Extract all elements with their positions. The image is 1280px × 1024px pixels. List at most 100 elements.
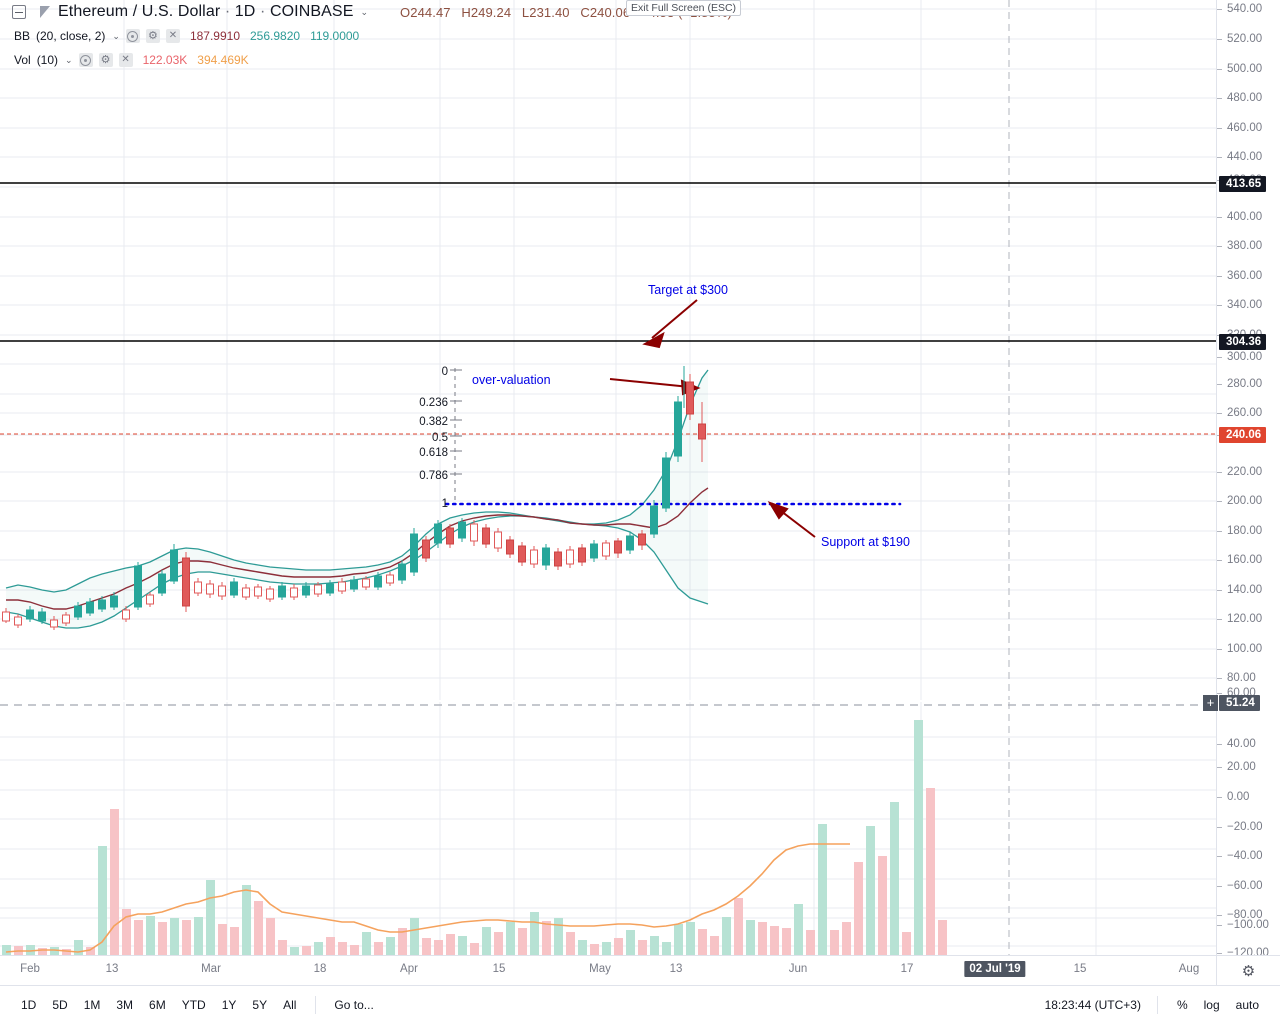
grid-lines: [0, 0, 1216, 700]
toolbar-divider-2: [1156, 996, 1158, 1014]
axis-tick: 140.00: [1217, 583, 1280, 597]
annotation-over-valuation: over-valuation: [472, 373, 551, 387]
bb-basis-value: 187.9910: [189, 29, 240, 43]
range-ytd[interactable]: YTD: [181, 998, 206, 1012]
indicator-args-vol[interactable]: (10): [36, 53, 59, 67]
scale-percent-button[interactable]: %: [1176, 998, 1188, 1012]
bollinger-basis-line: [6, 487, 709, 610]
axis-tick: 260.00: [1217, 406, 1280, 420]
time-tick: Mar: [201, 963, 221, 975]
ohlc-close: C240.06: [580, 4, 631, 20]
exit-fullscreen-tooltip: Exit Full Screen (ESC): [626, 0, 742, 16]
axis-tick: 0.00: [1217, 790, 1280, 804]
time-axis[interactable]: Feb 13 Mar 18 Apr 15 May 13 Jun 17 02 Ju…: [0, 955, 1280, 985]
fib-label-0236: 0.236: [419, 397, 448, 409]
chevron-down-icon-bb[interactable]: ⌄: [112, 30, 120, 41]
axis-tick: 200.00: [1217, 494, 1280, 508]
time-tick: 13: [105, 963, 119, 975]
price-chart-svg: [0, 0, 1216, 700]
ohlc-open: O244.47: [400, 4, 451, 20]
volume-bars: [2, 720, 947, 955]
add-indicator-button[interactable]: +: [1203, 695, 1218, 711]
gear-icon-bb[interactable]: ⚙: [145, 29, 160, 43]
status-badge-304: 304.36: [1219, 334, 1267, 350]
range-all[interactable]: All: [283, 998, 297, 1012]
axis-tick: −20.00: [1217, 820, 1280, 834]
range-5d[interactable]: 5D: [52, 998, 68, 1012]
bb-lower-value: 119.0000: [310, 29, 360, 43]
symbol-title[interactable]: Ethereum / U.S. Dollar · 1D · COINBASE: [58, 3, 353, 21]
indicator-args-bb[interactable]: (20, close, 2): [36, 29, 106, 43]
annotation-support-190: Support at $190: [821, 535, 910, 549]
axis-tick: 340.00: [1217, 298, 1280, 312]
symbol-exchange: COINBASE: [269, 3, 354, 20]
volume-pane[interactable]: [0, 702, 1216, 955]
status-badge-last-price: 240.06: [1219, 427, 1267, 443]
ohlc-high: H249.24: [461, 4, 512, 20]
scale-auto-button[interactable]: auto: [1235, 998, 1259, 1012]
indicator-name-vol[interactable]: Vol: [14, 53, 31, 67]
time-tick-highlighted: 02 Jul '19: [964, 961, 1026, 977]
indicator-name-bb[interactable]: BB: [14, 29, 31, 43]
price-pane[interactable]: [0, 0, 1216, 700]
axis-tick: 220.00: [1217, 465, 1280, 479]
time-tick: 15: [1073, 963, 1087, 975]
time-tick: May: [589, 963, 611, 975]
symbol-interval: 1D: [234, 3, 256, 20]
axis-tick: 480.00: [1217, 91, 1280, 105]
symbol-sep-2: ·: [260, 3, 266, 20]
time-tick: Apr: [400, 963, 418, 975]
range-1y[interactable]: 1Y: [221, 998, 237, 1012]
axis-tick: 280.00: [1217, 377, 1280, 391]
bb-upper-value: 256.9820: [250, 29, 301, 43]
eye-icon-bb[interactable]: [125, 29, 140, 43]
candlestick-series: [2, 366, 706, 630]
ohlc-low: L231.40: [521, 4, 570, 20]
range-1m[interactable]: 1M: [83, 998, 101, 1012]
axis-tick: 380.00: [1217, 239, 1280, 253]
volume-chart-svg: [0, 702, 1216, 955]
range-6m[interactable]: 6M: [149, 998, 166, 1012]
axis-tick: 40.00: [1217, 737, 1280, 751]
time-tick: 18: [313, 963, 327, 975]
fib-label-0618: 0.618: [419, 447, 448, 459]
eye-icon-vol[interactable]: [78, 53, 93, 67]
range-selector: 1D 5D 1M 3M 6M YTD 1Y 5Y All Go to...: [0, 994, 380, 1016]
chevron-down-icon[interactable]: ⌄: [360, 6, 369, 17]
symbol-flag-icon: [40, 5, 52, 19]
gear-icon-vol[interactable]: ⚙: [98, 53, 113, 67]
axis-tick: 160.00: [1217, 553, 1280, 567]
close-icon-vol[interactable]: ✕: [118, 53, 133, 67]
axis-tick: −60.00: [1217, 879, 1280, 893]
price-axis[interactable]: 540.00 520.00 500.00 480.00 460.00 440.0…: [1203, 0, 1280, 959]
axis-tick: 100.00: [1217, 642, 1280, 656]
fib-label-0786: 0.786: [419, 470, 448, 482]
symbol-sep-1: ·: [224, 3, 231, 20]
range-5y[interactable]: 5Y: [252, 998, 268, 1012]
toolbar-divider-1: [315, 996, 317, 1014]
status-badge-413: 413.65: [1219, 176, 1267, 192]
range-1d[interactable]: 1D: [21, 998, 37, 1012]
symbol-name: Ethereum / U.S. Dollar: [58, 3, 221, 20]
support-arrow: [767, 501, 816, 538]
gear-icon-time-axis[interactable]: ⚙: [1216, 956, 1280, 985]
axis-tick: −80.00: [1217, 908, 1280, 922]
go-to-date-button[interactable]: Go to...: [334, 998, 374, 1012]
axis-tick: 520.00: [1217, 32, 1280, 46]
time-tick: 15: [492, 963, 506, 975]
bottom-toolbar: 1D 5D 1M 3M 6M YTD 1Y 5Y All Go to... 18…: [0, 985, 1280, 1024]
chevron-down-icon-vol[interactable]: ⌄: [65, 54, 73, 65]
legend-row-bollinger: BB (20, close, 2) ⌄ ⚙ ✕ 187.9910 256.982…: [0, 24, 1216, 48]
clock-label[interactable]: 18:23:44 (UTC+3): [1044, 998, 1141, 1012]
fib-level-lines: [450, 369, 462, 475]
range-3m[interactable]: 3M: [116, 998, 134, 1012]
close-icon-bb[interactable]: ✕: [165, 29, 180, 43]
axis-tick: 540.00: [1217, 2, 1280, 16]
scale-log-button[interactable]: log: [1203, 998, 1220, 1012]
volume-grid: [0, 702, 1216, 955]
axis-tick: 500.00: [1217, 62, 1280, 76]
axis-tick: 180.00: [1217, 524, 1280, 538]
axis-tick: 80.00: [1217, 671, 1280, 685]
minus-icon[interactable]: [12, 5, 26, 19]
